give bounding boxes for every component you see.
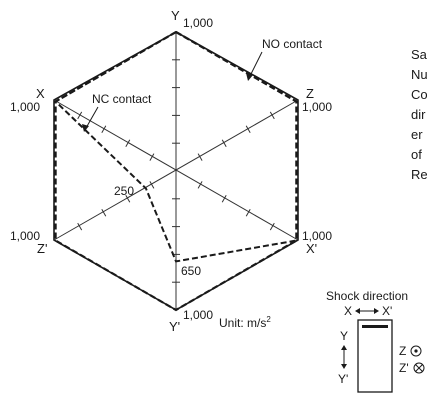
shock-x-arrow-right-head — [374, 308, 379, 314]
axis-label-y-prime: Y' — [169, 319, 180, 334]
nc-value-label-650: 650 — [181, 264, 201, 278]
value-label-y-prime: 1,000 — [183, 308, 213, 322]
shock-x-arrow-left-head — [355, 308, 360, 314]
shock-x-prime-label: X' — [382, 304, 392, 318]
shock-y-prime-label: Y' — [338, 372, 348, 386]
axis-label-y: Y — [171, 8, 180, 23]
nc-value-label-250: 250 — [114, 184, 134, 198]
into-page-icon-cross-b — [415, 364, 423, 372]
nc-contact-leader — [85, 106, 99, 129]
no-contact-leader-arrow — [246, 73, 253, 81]
axis-tick — [221, 139, 227, 147]
value-label-x-prime: 1,000 — [302, 229, 332, 243]
shock-direction-title: Shock direction — [326, 289, 408, 303]
value-label-z: 1,000 — [302, 100, 332, 114]
axis-tick — [149, 153, 155, 161]
axis-tick — [269, 111, 275, 120]
side-text-line: Co — [411, 87, 427, 102]
axis-label-z-prime: Z' — [37, 241, 47, 256]
nc-contact-leader-arrow — [82, 124, 89, 132]
axis-tick — [197, 153, 203, 161]
axis-tick — [221, 195, 227, 203]
nc-contact-label: NC contact — [92, 92, 152, 106]
relay-body-outline — [357, 319, 393, 393]
out-of-page-icon — [410, 345, 422, 357]
side-text-line: Sa — [411, 47, 427, 62]
z-axis-line — [53, 99, 299, 241]
no-contact-label: NO contact — [262, 37, 323, 51]
side-text-line: dir — [411, 107, 426, 122]
axis-tick — [77, 111, 83, 120]
axis-tick — [125, 195, 131, 203]
axis-tick — [101, 208, 107, 217]
shock-y-arrow-up-head — [341, 345, 347, 350]
value-label-y: 1,000 — [183, 16, 213, 30]
axis-tick — [125, 139, 131, 147]
side-text-line: of — [411, 147, 422, 162]
axis-tick — [101, 125, 107, 134]
shock-z-label: Z — [399, 344, 406, 358]
axis-tick — [245, 208, 251, 217]
shock-z-prime-label: Z' — [399, 361, 409, 375]
nc-contact-series — [53, 30, 298, 263]
value-label-z-prime: 1,000 — [10, 229, 40, 243]
out-of-page-icon-dot — [414, 349, 418, 353]
side-text-line: Re — [411, 167, 427, 182]
side-text-line: er — [411, 127, 423, 142]
value-label-x: 1,000 — [10, 100, 40, 114]
side-text-line: Nu — [411, 67, 427, 82]
into-page-icon — [413, 362, 425, 374]
axis-tick — [77, 222, 83, 231]
no-contact-leader — [249, 51, 263, 77]
shock-y-arrow-down-head — [341, 364, 347, 369]
unit-label: Unit: m/s2 — [219, 315, 271, 330]
axis-label-x: X — [36, 86, 45, 101]
side-text-block: Sa Nu Co dir er of Re — [411, 47, 427, 182]
axis-tick — [149, 181, 155, 189]
axis-tick — [269, 222, 275, 231]
relay-top-bar — [362, 325, 388, 328]
axis-ticks — [77, 59, 275, 283]
axis-tick — [197, 181, 203, 189]
axis-label-x-prime: X' — [306, 241, 317, 256]
axis-label-z: Z — [306, 86, 314, 101]
shock-y-label: Y — [340, 329, 348, 343]
axis-tick — [245, 125, 251, 134]
shock-x-label: X — [344, 304, 352, 318]
